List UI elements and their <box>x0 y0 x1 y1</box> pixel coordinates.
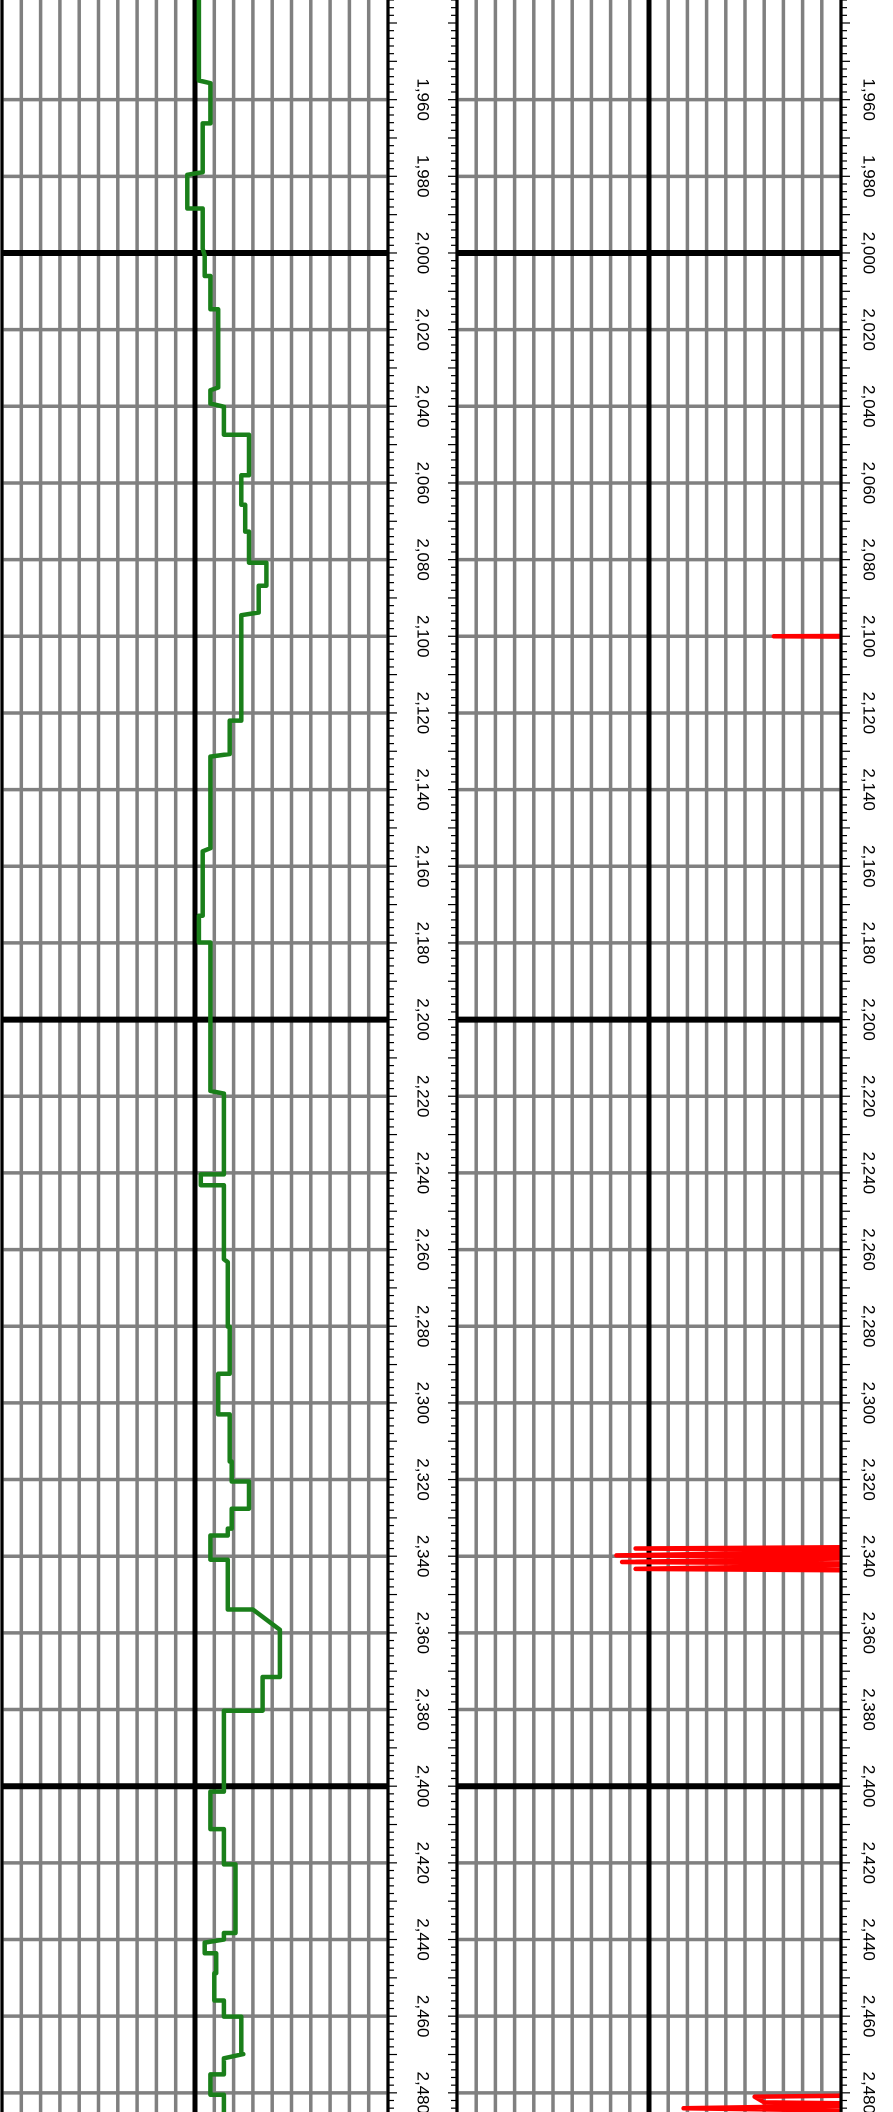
depth-label: 2,000 <box>414 232 433 275</box>
depth-label: 2,040 <box>414 385 433 428</box>
depth-label: 2,060 <box>414 462 433 505</box>
depth-label: 2,480 <box>860 2072 879 2112</box>
depth-label: 2,380 <box>414 1688 433 1731</box>
depth-label: 2,320 <box>414 1458 433 1501</box>
depth-label: 1,960 <box>414 78 433 121</box>
depth-label: 2,020 <box>414 308 433 351</box>
depth-label: 2,280 <box>860 1305 879 1348</box>
depth-label: 2,420 <box>860 1842 879 1885</box>
depth-label: 2,280 <box>414 1305 433 1348</box>
depth-label: 2,140 <box>860 768 879 811</box>
depth-label: 1,980 <box>860 155 879 198</box>
curve-group <box>614 633 841 2112</box>
depth-label: 1,980 <box>414 155 433 198</box>
curve <box>185 0 283 2112</box>
depth-label: 2,180 <box>860 922 879 965</box>
depth-label: 2,160 <box>414 845 433 888</box>
depth-label: 2,200 <box>860 998 879 1041</box>
depth-label: 2,320 <box>860 1458 879 1501</box>
depth-label: 2,080 <box>860 538 879 581</box>
depth-label: 2,440 <box>414 1918 433 1961</box>
depth-label: 2,460 <box>860 1995 879 2038</box>
depth-label: 2,420 <box>414 1842 433 1885</box>
depth-label: 2,240 <box>860 1152 879 1195</box>
depth-label: 2,100 <box>414 615 433 658</box>
depth-label: 2,060 <box>860 462 879 505</box>
depth-label: 2,020 <box>860 308 879 351</box>
depth-label: 2,340 <box>860 1535 879 1578</box>
depth-label: 2,300 <box>860 1382 879 1425</box>
curve <box>614 633 841 2112</box>
depth-label: 2,100 <box>860 615 879 658</box>
depth-label: 1,960 <box>860 78 879 121</box>
depth-label: 2,200 <box>414 998 433 1041</box>
depth-label: 2,220 <box>414 1075 433 1118</box>
depth-label: 2,160 <box>860 845 879 888</box>
depth-label: 2,120 <box>860 692 879 735</box>
curve-group <box>185 0 283 2112</box>
depth-label: 2,360 <box>414 1612 433 1655</box>
depth-label: 2,260 <box>860 1228 879 1271</box>
depth-label: 2,380 <box>860 1688 879 1731</box>
depth-label: 2,360 <box>860 1612 879 1655</box>
depth-label: 2,140 <box>414 768 433 811</box>
depth-label: 2,300 <box>414 1382 433 1425</box>
depth-label: 2,260 <box>414 1228 433 1271</box>
depth-label: 2,240 <box>414 1152 433 1195</box>
depth-label: 2,460 <box>414 1995 433 2038</box>
depth-label: 2,400 <box>860 1765 879 1808</box>
depth-label: 2,220 <box>860 1075 879 1118</box>
depth-label: 2,340 <box>414 1535 433 1578</box>
depth-label: 2,440 <box>860 1918 879 1961</box>
depth-label: 2,400 <box>414 1765 433 1808</box>
depth-label: 2,120 <box>414 692 433 735</box>
depth-label: 2,040 <box>860 385 879 428</box>
depth-label: 2,000 <box>860 232 879 275</box>
depth-label: 2,180 <box>414 922 433 965</box>
depth-label: 2,080 <box>414 538 433 581</box>
depth-label: 2,480 <box>414 2072 433 2112</box>
